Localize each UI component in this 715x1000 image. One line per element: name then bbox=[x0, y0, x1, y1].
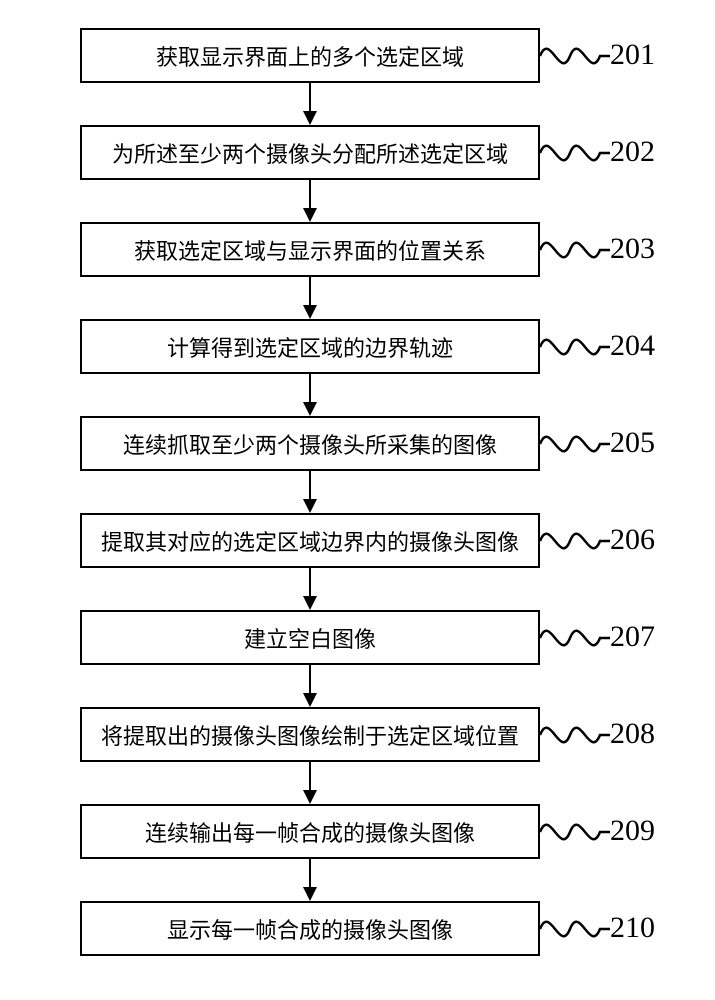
step-box-208: 将提取出的摄像头图像绘制于选定区域位置 bbox=[80, 707, 540, 762]
step-text-210: 显示每一帧合成的摄像头图像 bbox=[167, 913, 453, 945]
step-label-205: 205 bbox=[610, 426, 655, 460]
arrow-line-202 bbox=[309, 180, 311, 208]
arrow-line-208 bbox=[309, 762, 311, 790]
step-box-206: 提取其对应的选定区域边界内的摄像头图像 bbox=[80, 513, 540, 568]
step-box-205: 连续抓取至少两个摄像头所采集的图像 bbox=[80, 416, 540, 471]
wave-connector-202 bbox=[540, 123, 610, 183]
wave-connector-210 bbox=[540, 899, 610, 959]
arrow-head-201 bbox=[303, 111, 317, 125]
step-box-202: 为所述至少两个摄像头分配所述选定区域 bbox=[80, 125, 540, 180]
step-text-205: 连续抓取至少两个摄像头所采集的图像 bbox=[123, 428, 497, 460]
arrow-line-209 bbox=[309, 859, 311, 887]
wave-connector-203 bbox=[540, 220, 610, 280]
arrow-head-203 bbox=[303, 305, 317, 319]
step-box-204: 计算得到选定区域的边界轨迹 bbox=[80, 319, 540, 374]
arrow-head-207 bbox=[303, 693, 317, 707]
step-text-207: 建立空白图像 bbox=[244, 622, 376, 654]
step-label-207: 207 bbox=[610, 620, 655, 654]
wave-connector-209 bbox=[540, 802, 610, 862]
arrow-line-204 bbox=[309, 374, 311, 402]
arrow-line-203 bbox=[309, 277, 311, 305]
step-text-209: 连续输出每一帧合成的摄像头图像 bbox=[145, 816, 475, 848]
step-box-209: 连续输出每一帧合成的摄像头图像 bbox=[80, 804, 540, 859]
arrow-line-205 bbox=[309, 471, 311, 499]
arrow-head-202 bbox=[303, 208, 317, 222]
arrow-head-205 bbox=[303, 499, 317, 513]
arrow-line-201 bbox=[309, 83, 311, 111]
step-box-210: 显示每一帧合成的摄像头图像 bbox=[80, 901, 540, 956]
step-text-203: 获取选定区域与显示界面的位置关系 bbox=[134, 234, 486, 266]
wave-connector-208 bbox=[540, 705, 610, 765]
wave-connector-204 bbox=[540, 317, 610, 377]
step-label-206: 206 bbox=[610, 523, 655, 557]
step-label-201: 201 bbox=[610, 38, 655, 72]
flowchart-canvas: 获取显示界面上的多个选定区域 201 为所述至少两个摄像头分配所述选定区域 202 获取… bbox=[0, 0, 715, 1000]
step-box-201: 获取显示界面上的多个选定区域 bbox=[80, 28, 540, 83]
step-text-202: 为所述至少两个摄像头分配所述选定区域 bbox=[112, 137, 508, 169]
arrow-head-204 bbox=[303, 402, 317, 416]
step-box-203: 获取选定区域与显示界面的位置关系 bbox=[80, 222, 540, 277]
arrow-line-207 bbox=[309, 665, 311, 693]
arrow-line-206 bbox=[309, 568, 311, 596]
step-label-208: 208 bbox=[610, 717, 655, 751]
step-box-207: 建立空白图像 bbox=[80, 610, 540, 665]
arrow-head-206 bbox=[303, 596, 317, 610]
wave-connector-201 bbox=[540, 26, 610, 86]
step-text-204: 计算得到选定区域的边界轨迹 bbox=[167, 331, 453, 363]
step-label-209: 209 bbox=[610, 814, 655, 848]
step-text-206: 提取其对应的选定区域边界内的摄像头图像 bbox=[101, 525, 519, 557]
step-text-201: 获取显示界面上的多个选定区域 bbox=[156, 40, 464, 72]
arrow-head-209 bbox=[303, 887, 317, 901]
step-label-210: 210 bbox=[610, 911, 655, 945]
step-label-202: 202 bbox=[610, 135, 655, 169]
wave-connector-206 bbox=[540, 511, 610, 571]
wave-connector-205 bbox=[540, 414, 610, 474]
wave-connector-207 bbox=[540, 608, 610, 668]
step-label-204: 204 bbox=[610, 329, 655, 363]
step-text-208: 将提取出的摄像头图像绘制于选定区域位置 bbox=[101, 719, 519, 751]
step-label-203: 203 bbox=[610, 232, 655, 266]
arrow-head-208 bbox=[303, 790, 317, 804]
